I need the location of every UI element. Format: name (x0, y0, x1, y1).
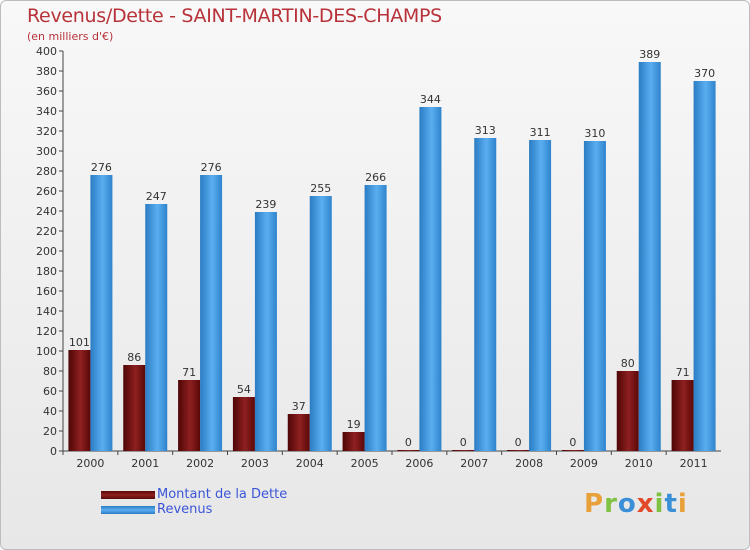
logo-letter: t (664, 489, 678, 519)
logo-letter: i (654, 489, 665, 519)
y-tick-label: 160 (36, 285, 57, 298)
data-label-revenus-2001: 247 (146, 190, 167, 203)
y-tick-label: 100 (36, 345, 57, 358)
bar-revenus-2005 (364, 185, 387, 451)
data-label-revenus-2000: 276 (91, 161, 112, 174)
data-label-dette-2006: 0 (405, 436, 412, 449)
y-tick-label: 80 (43, 365, 57, 378)
data-label-dette-2003: 54 (237, 383, 251, 396)
y-tick-label: 140 (36, 305, 57, 318)
logo-letter: P (584, 489, 605, 519)
bar-dette-2006 (397, 450, 420, 451)
logo-letter: x (636, 489, 655, 519)
x-tick-label: 2007 (460, 457, 488, 470)
chart-title: Revenus/Dette - SAINT-MARTIN-DES-CHAMPS (27, 5, 442, 27)
y-tick-label: 260 (36, 185, 57, 198)
data-label-dette-2004: 37 (292, 400, 306, 413)
logo-letter: o (617, 489, 637, 519)
y-tick-label: 20 (43, 425, 57, 438)
data-label-dette-2007: 0 (460, 436, 467, 449)
x-tick-label: 2008 (515, 457, 543, 470)
y-tick-label: 40 (43, 405, 57, 418)
x-tick-label: 2009 (570, 457, 598, 470)
y-tick-label: 380 (36, 65, 57, 78)
data-label-dette-2000: 101 (69, 336, 90, 349)
data-label-revenus-2002: 276 (201, 161, 222, 174)
legend-label-revenus: Revenus (157, 502, 213, 517)
x-tick-label: 2005 (351, 457, 379, 470)
data-label-revenus-2005: 266 (365, 171, 386, 184)
bar-dette-2007 (452, 450, 475, 451)
y-tick-label: 320 (36, 125, 57, 138)
y-tick-label: 300 (36, 145, 57, 158)
bar-revenus-2010 (638, 62, 661, 451)
x-tick-label: 2004 (296, 457, 324, 470)
y-tick-label: 340 (36, 105, 57, 118)
data-label-revenus-2007: 313 (475, 124, 496, 137)
proxiti-logo: Proxiti (584, 489, 688, 519)
bar-revenus-2006 (419, 107, 442, 451)
y-tick-label: 180 (36, 265, 57, 278)
y-tick-label: 360 (36, 85, 57, 98)
y-tick-label: 0 (50, 445, 57, 458)
y-tick-label: 200 (36, 245, 57, 258)
data-label-dette-2010: 80 (621, 357, 635, 370)
y-tick-label: 240 (36, 205, 57, 218)
x-tick-label: 2010 (625, 457, 653, 470)
y-tick-label: 400 (36, 45, 57, 58)
data-label-dette-2008: 0 (515, 436, 522, 449)
legend-item-revenus: Revenus (101, 502, 361, 518)
data-label-dette-2011: 71 (676, 366, 690, 379)
bar-dette-2002 (178, 380, 201, 451)
legend-label-debt: Montant de la Dette (157, 487, 288, 502)
bar-revenus-2009 (583, 141, 606, 451)
bar-dette-2004 (287, 414, 310, 451)
data-label-revenus-2010: 389 (639, 48, 660, 61)
bar-dette-2001 (123, 365, 146, 451)
data-label-dette-2001: 86 (127, 351, 141, 364)
x-tick-label: 2006 (405, 457, 433, 470)
bar-revenus-2008 (529, 140, 552, 451)
bar-revenus-2007 (474, 138, 497, 451)
chart-subtitle: (en milliers d'€) (27, 30, 114, 43)
bar-dette-2003 (232, 397, 255, 451)
logo-letter: i (677, 489, 688, 519)
bar-dette-2009 (561, 450, 584, 451)
y-tick-label: 60 (43, 385, 57, 398)
x-tick-label: 2003 (241, 457, 269, 470)
bar-revenus-2002 (200, 175, 223, 451)
bar-revenus-2004 (309, 196, 332, 451)
legend-swatch-debt (101, 491, 155, 499)
bar-dette-2008 (507, 450, 530, 451)
x-tick-label: 2000 (76, 457, 104, 470)
bar-revenus-2001 (145, 204, 168, 451)
data-label-dette-2005: 19 (347, 418, 361, 431)
x-tick-label: 2011 (680, 457, 708, 470)
logo-letter: r (604, 489, 618, 519)
legend-swatch-revenus (101, 506, 155, 514)
bar-dette-2011 (671, 380, 694, 451)
y-tick-label: 220 (36, 225, 57, 238)
x-tick-label: 2001 (131, 457, 159, 470)
y-tick-label: 280 (36, 165, 57, 178)
data-label-dette-2002: 71 (182, 366, 196, 379)
bar-dette-2005 (342, 432, 365, 451)
data-label-revenus-2009: 310 (584, 127, 605, 140)
bar-revenus-2000 (90, 175, 113, 451)
data-label-revenus-2008: 311 (530, 126, 551, 139)
y-tick-label: 120 (36, 325, 57, 338)
bar-revenus-2011 (693, 81, 716, 451)
data-label-revenus-2003: 239 (255, 198, 276, 211)
bar-dette-2000 (68, 350, 91, 451)
legend-item-debt: Montant de la Dette (101, 487, 361, 503)
x-tick-label: 2002 (186, 457, 214, 470)
data-label-revenus-2006: 344 (420, 93, 441, 106)
data-label-revenus-2011: 370 (694, 67, 715, 80)
bar-dette-2010 (616, 371, 639, 451)
data-label-revenus-2004: 255 (310, 182, 331, 195)
data-label-dette-2009: 0 (569, 436, 576, 449)
bar-revenus-2003 (254, 212, 277, 451)
